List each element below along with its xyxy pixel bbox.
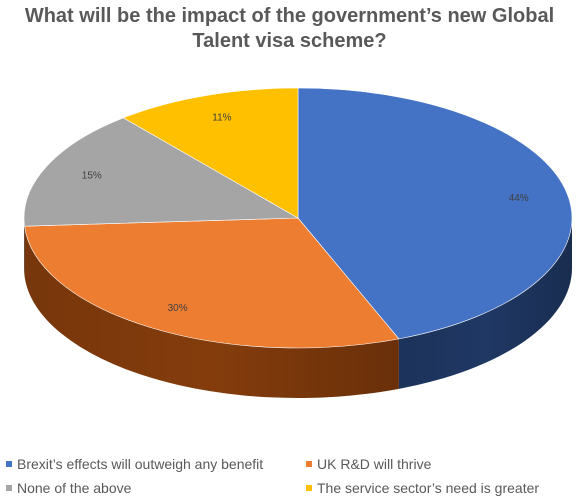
legend-label-uk-rd: UK R&D will thrive bbox=[317, 456, 432, 472]
legend-swatch-service bbox=[306, 485, 312, 491]
legend-item-none: None of the above bbox=[6, 480, 131, 496]
pie-slice-uk-rd bbox=[24, 217, 400, 349]
legend-swatch-uk-rd bbox=[306, 461, 312, 467]
legend-item-service: The service sector’s need is greater bbox=[306, 480, 539, 496]
legend-label-none: None of the above bbox=[17, 480, 132, 496]
slice-label-brexit: 44% bbox=[509, 193, 529, 204]
pie-slice-brexit bbox=[297, 87, 573, 340]
legend-item-uk-rd: UK R&D will thrive bbox=[306, 456, 431, 472]
pie-sides bbox=[24, 218, 572, 398]
chart-title-line-1: What will be the impact of the governmen… bbox=[24, 5, 555, 27]
legend-label-service: The service sector’s need is greater bbox=[317, 480, 540, 496]
legend-swatch-brexit bbox=[6, 461, 12, 467]
pie-labels: 44% 30% 15% 11% bbox=[82, 113, 529, 314]
chart-title-line-2: Talent visa scheme? bbox=[192, 30, 387, 52]
legend-item-brexit: Brexit’s effects will outweigh any benef… bbox=[6, 456, 263, 472]
slice-label-service: 11% bbox=[212, 113, 231, 124]
pie-chart: 44% 30% 15% 11% bbox=[23, 87, 573, 398]
pie-side-shade-brexit bbox=[398, 218, 572, 389]
legend: Brexit’s effects will outweigh any benef… bbox=[0, 452, 579, 500]
pie-tops bbox=[23, 87, 573, 349]
legend-label-brexit: Brexit’s effects will outweigh any benef… bbox=[17, 456, 264, 472]
pie-slice-service bbox=[122, 87, 299, 219]
chart-title: What will be the impact of the governmen… bbox=[0, 4, 579, 54]
legend-swatch-none bbox=[6, 485, 12, 491]
slice-label-none: 15% bbox=[82, 171, 102, 182]
pie-side-shade-none bbox=[24, 218, 25, 277]
pie-slice-none bbox=[23, 117, 300, 227]
slice-label-uk-rd: 30% bbox=[168, 303, 188, 314]
pie-side-shade-uk-rd bbox=[24, 226, 399, 398]
